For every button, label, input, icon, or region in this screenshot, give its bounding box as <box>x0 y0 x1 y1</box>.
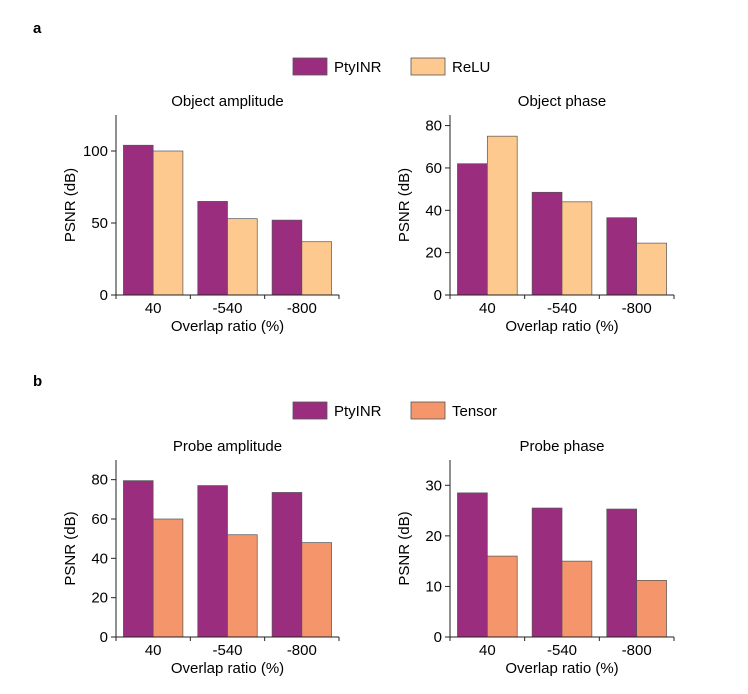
y-tick-label: 0 <box>434 629 442 646</box>
x-tick-label: 40 <box>145 642 162 659</box>
bar-tensor-2 <box>636 580 667 638</box>
chart-object-amplitude: Object amplitude 0 50 100 40 -540 -800Overlap … <box>62 93 340 335</box>
y-tick-label: 50 <box>91 215 108 232</box>
bar-ptyinr-2 <box>271 219 303 296</box>
y-tick-label: 0 <box>100 629 108 646</box>
bar-ptyinr-1 <box>531 191 563 296</box>
bar-relu-0 <box>486 135 518 296</box>
x-tick-label: -800 <box>287 300 317 317</box>
bar-ptyinr-1 <box>531 507 563 638</box>
legend-swatch-b-0 <box>292 401 328 420</box>
x-tick-label: 40 <box>479 300 496 317</box>
y-tick-label: 10 <box>425 578 442 595</box>
legend-swatch-a-0 <box>292 57 328 76</box>
bar-ptyinr-0 <box>457 492 488 638</box>
bar-ptyinr-1 <box>197 201 228 296</box>
legend-label-b-0: PtyINR <box>334 403 382 420</box>
chart-title: Probe amplitude <box>173 438 282 455</box>
x-axis-label: Overlap ratio (%) <box>171 660 284 677</box>
bar-ptyinr-0 <box>123 144 154 296</box>
x-tick-label: -800 <box>622 300 652 317</box>
y-tick-label: 30 <box>425 477 442 494</box>
panel-letter-a: a <box>33 20 42 37</box>
bar-ptyinr-2 <box>606 217 638 296</box>
bar-ptyinr-1 <box>197 485 228 638</box>
bar-tensor-2 <box>301 542 332 638</box>
x-axis-label: Overlap ratio (%) <box>505 318 618 335</box>
y-tick-label: 20 <box>91 590 108 607</box>
bar-relu-0 <box>152 150 184 296</box>
x-tick-label: -540 <box>212 642 242 659</box>
y-axis-label: PSNR (dB) <box>62 511 79 585</box>
y-tick-label: 80 <box>425 118 442 135</box>
bar-relu-1 <box>561 201 593 296</box>
legend-swatch-b-1 <box>410 401 446 420</box>
bar-tensor-1 <box>561 560 593 638</box>
y-tick-label: 60 <box>425 160 442 177</box>
panel-letter-b: b <box>33 373 42 390</box>
y-tick-label: 60 <box>91 511 108 528</box>
y-tick-label: 0 <box>100 287 108 304</box>
legend-label-a-0: PtyINR <box>334 59 382 76</box>
y-tick-label: 100 <box>83 143 108 160</box>
bar-relu-2 <box>301 241 332 296</box>
legend-swatch-a-1 <box>410 57 446 76</box>
x-axis-label: Overlap ratio (%) <box>171 318 284 335</box>
x-tick-label: -540 <box>212 300 242 317</box>
bar-ptyinr-2 <box>271 492 303 638</box>
legend-label-a-1: ReLU <box>452 59 490 76</box>
x-tick-label: 40 <box>145 300 162 317</box>
y-tick-label: 20 <box>425 528 442 545</box>
legend-label-b-1: Tensor <box>452 403 497 420</box>
bar-tensor-0 <box>152 518 184 638</box>
x-tick-label: -540 <box>547 642 577 659</box>
y-tick-label: 40 <box>91 550 108 567</box>
bar-ptyinr-2 <box>606 508 638 638</box>
bar-ptyinr-0 <box>457 163 488 296</box>
y-axis-label: PSNR (dB) <box>396 168 413 242</box>
x-tick-label: 40 <box>479 642 496 659</box>
bar-tensor-1 <box>227 534 258 638</box>
chart-title: Probe phase <box>519 438 604 455</box>
y-axis-label: PSNR (dB) <box>396 511 413 585</box>
y-axis-label: PSNR (dB) <box>62 168 79 242</box>
y-tick-label: 0 <box>434 287 442 304</box>
y-tick-label: 80 <box>91 472 108 489</box>
x-axis-label: Overlap ratio (%) <box>505 660 618 677</box>
x-tick-label: -540 <box>547 300 577 317</box>
x-tick-label: -800 <box>287 642 317 659</box>
bar-tensor-0 <box>486 555 518 638</box>
bar-ptyinr-0 <box>123 480 154 638</box>
y-tick-label: 40 <box>425 202 442 219</box>
chart-title: Object phase <box>518 93 606 110</box>
bar-relu-2 <box>636 242 667 296</box>
chart-probe-amplitude: Probe amplitude 0 20 40 60 80 40 -540 -800Overla… <box>62 438 340 677</box>
legend-a: PtyINR ReLU <box>292 57 490 76</box>
legend-b: PtyINR Tensor <box>292 401 497 420</box>
bar-relu-1 <box>227 218 258 296</box>
x-tick-label: -800 <box>622 642 652 659</box>
chart-title: Object amplitude <box>171 93 284 110</box>
y-tick-label: 20 <box>425 245 442 262</box>
